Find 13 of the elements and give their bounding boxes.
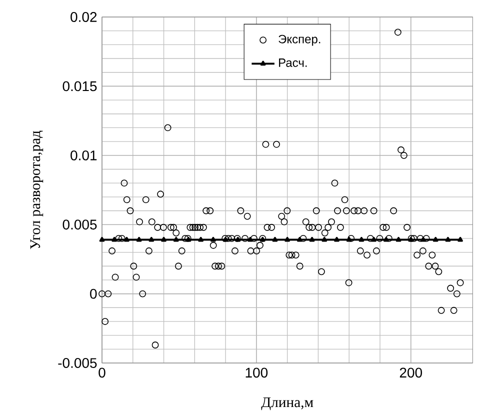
y-tick-label: 0.02 [70, 12, 97, 22]
x-tick-label: 200 [400, 368, 422, 378]
legend-label: Экспер. [278, 35, 320, 46]
x-tick-label: 0 [98, 368, 106, 378]
y-tick-label: 0.005 [62, 220, 97, 230]
y-tick-label: 0.01 [70, 150, 97, 161]
y-tick-label: 0 [90, 289, 97, 299]
y-tick-label: -0.005 [58, 358, 97, 368]
x-tick-label: 100 [246, 368, 268, 378]
y-tick-label: 0.015 [62, 81, 97, 92]
legend-label: Расч. [279, 58, 307, 68]
x-axis-title: Длина,м [261, 398, 314, 410]
y-axis-title: Угол разворота,рад [30, 130, 44, 250]
